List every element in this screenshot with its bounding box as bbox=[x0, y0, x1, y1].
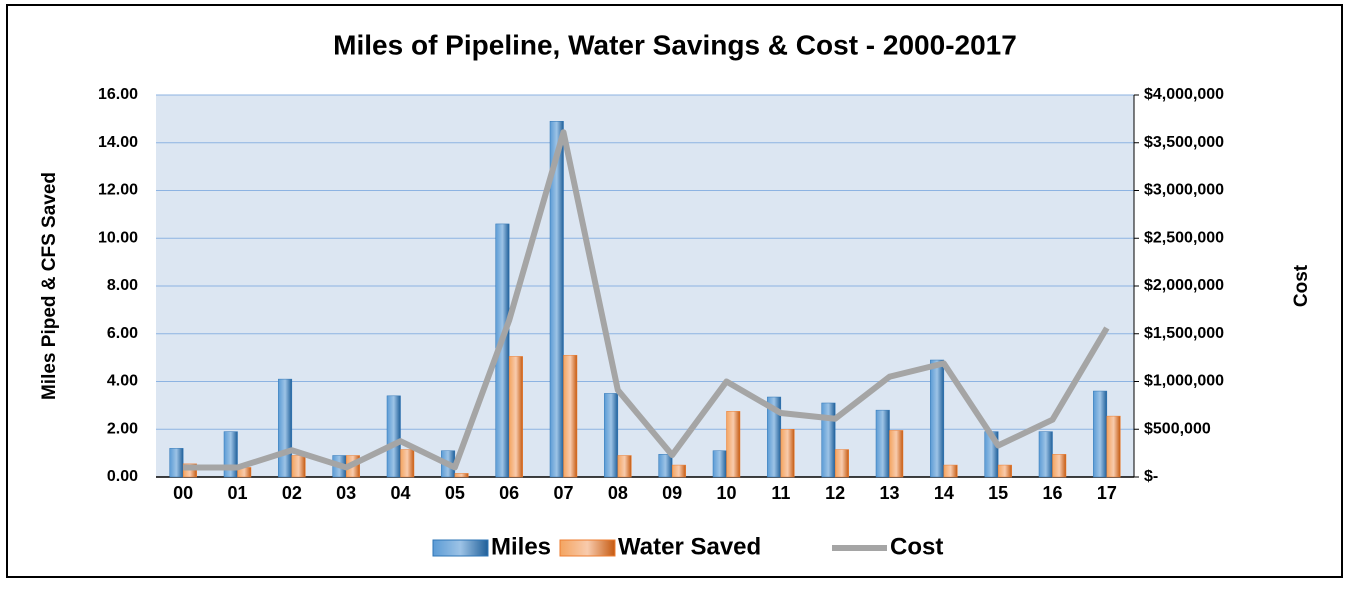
x-tick-label: 04 bbox=[390, 483, 410, 503]
y2-tick-label: $3,500,000 bbox=[1144, 134, 1224, 151]
bar bbox=[1052, 454, 1067, 478]
bar bbox=[278, 378, 293, 478]
y2-tick-label: $2,000,000 bbox=[1144, 277, 1224, 294]
y-tick-label: 10.00 bbox=[98, 229, 138, 246]
bar bbox=[617, 455, 632, 478]
y-tick-label: 6.00 bbox=[107, 325, 138, 342]
y-tick-label: 16.00 bbox=[98, 86, 138, 103]
y-tick-label: 8.00 bbox=[107, 277, 138, 294]
bar bbox=[549, 121, 564, 478]
legend-swatch bbox=[432, 539, 489, 557]
x-tick-label: 03 bbox=[336, 483, 356, 503]
x-tick-label: 08 bbox=[608, 483, 628, 503]
y-axis-label: Miles Piped & CFS Saved bbox=[39, 172, 60, 400]
bar bbox=[889, 430, 904, 478]
bar bbox=[834, 449, 849, 478]
y2-tick-label: $4,000,000 bbox=[1144, 86, 1224, 103]
y2-tick-label: $- bbox=[1144, 468, 1158, 485]
y2-tick-label: $500,000 bbox=[1144, 420, 1211, 437]
bar bbox=[997, 464, 1012, 478]
legend-label: Miles bbox=[491, 533, 551, 560]
bar bbox=[291, 455, 306, 478]
y-tick-label: 4.00 bbox=[107, 373, 138, 390]
bar bbox=[454, 473, 469, 478]
bar bbox=[1093, 390, 1108, 478]
x-tick-label: 16 bbox=[1042, 483, 1062, 503]
bar bbox=[726, 411, 741, 478]
x-tick-label: 05 bbox=[445, 483, 465, 503]
x-tick-label: 17 bbox=[1097, 483, 1117, 503]
legend-label: Water Saved bbox=[618, 533, 761, 560]
x-tick-label: 02 bbox=[282, 483, 302, 503]
x-tick-label: 00 bbox=[173, 483, 193, 503]
y-tick-label: 0.00 bbox=[107, 468, 138, 485]
bar bbox=[821, 402, 836, 478]
chart-title: Miles of Pipeline, Water Savings & Cost … bbox=[333, 29, 1017, 60]
bar bbox=[508, 356, 523, 478]
bar bbox=[671, 464, 686, 478]
cost-line bbox=[183, 129, 1110, 471]
y2-axis-label: Cost bbox=[1291, 264, 1312, 307]
x-tick-label: 09 bbox=[662, 483, 682, 503]
bar bbox=[400, 449, 415, 478]
bar bbox=[604, 393, 619, 478]
y2-tick-label: $2,500,000 bbox=[1144, 229, 1224, 246]
bar bbox=[780, 429, 795, 478]
bar bbox=[169, 448, 184, 478]
bar bbox=[930, 359, 945, 478]
bar bbox=[943, 464, 958, 478]
y-tick-label: 2.00 bbox=[107, 420, 138, 437]
x-tick-label: 13 bbox=[879, 483, 899, 503]
bar bbox=[712, 450, 727, 478]
bar bbox=[1038, 431, 1053, 478]
y-tick-label: 12.00 bbox=[98, 182, 138, 199]
x-tick-label: 07 bbox=[553, 483, 573, 503]
x-tick-label: 15 bbox=[988, 483, 1008, 503]
bar bbox=[658, 454, 673, 478]
x-tick-label: 10 bbox=[716, 483, 736, 503]
y2-tick-label: $1,500,000 bbox=[1144, 325, 1224, 342]
bar bbox=[875, 409, 890, 478]
bar bbox=[1106, 415, 1121, 478]
legend-label: Cost bbox=[890, 533, 943, 560]
x-tick-label: 11 bbox=[771, 483, 790, 503]
x-tick-label: 12 bbox=[825, 483, 845, 503]
y-tick-label: 14.00 bbox=[98, 134, 138, 151]
legend-swatch bbox=[559, 539, 616, 557]
bar bbox=[563, 354, 578, 478]
y2-tick-label: $1,000,000 bbox=[1144, 373, 1224, 390]
y2-tick-label: $3,000,000 bbox=[1144, 182, 1224, 199]
x-tick-label: 06 bbox=[499, 483, 519, 503]
bar bbox=[386, 395, 401, 478]
x-tick-label: 01 bbox=[227, 483, 247, 503]
x-tick-label: 14 bbox=[934, 483, 954, 503]
